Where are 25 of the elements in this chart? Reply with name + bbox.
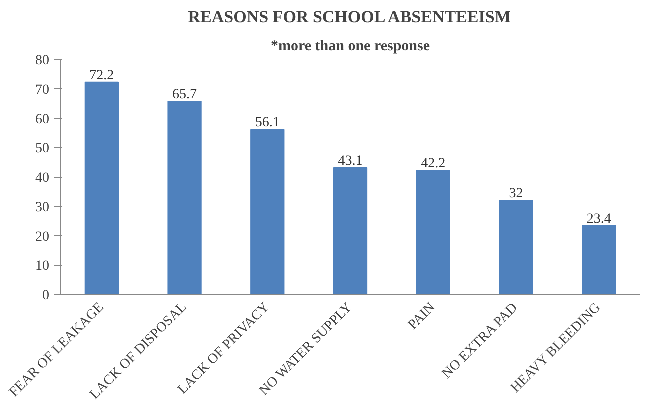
bar [333, 167, 368, 294]
data-label: 65.7 [172, 88, 198, 103]
y-tick-label: 40 [36, 171, 50, 186]
y-tick-label: 80 [36, 54, 50, 68]
y-tick-label: 0 [42, 288, 50, 304]
data-label: 42.2 [421, 156, 446, 172]
bar [499, 200, 534, 294]
y-tick-label: 10 [36, 259, 50, 274]
bar [168, 101, 202, 294]
data-label: 56.1 [255, 116, 280, 131]
data-label: 23.4 [586, 212, 612, 227]
data-label: 32 [509, 186, 524, 202]
y-tick-label: 70 [36, 82, 50, 98]
bar [416, 170, 450, 294]
y-tick-label: 50 [36, 142, 50, 157]
chart-subtitle: *more than one response [270, 38, 430, 54]
y-tick-label: 30 [36, 200, 50, 216]
data-label: 43.1 [338, 154, 363, 169]
chart-title: REASONS FOR SCHOOL ABSENTEEISM [188, 8, 511, 26]
data-label: 72.2 [90, 68, 114, 84]
y-tick-label: 20 [36, 230, 50, 245]
y-tick-label: 60 [36, 112, 50, 128]
bar [250, 129, 285, 294]
bar [84, 82, 119, 294]
bar [582, 225, 616, 294]
